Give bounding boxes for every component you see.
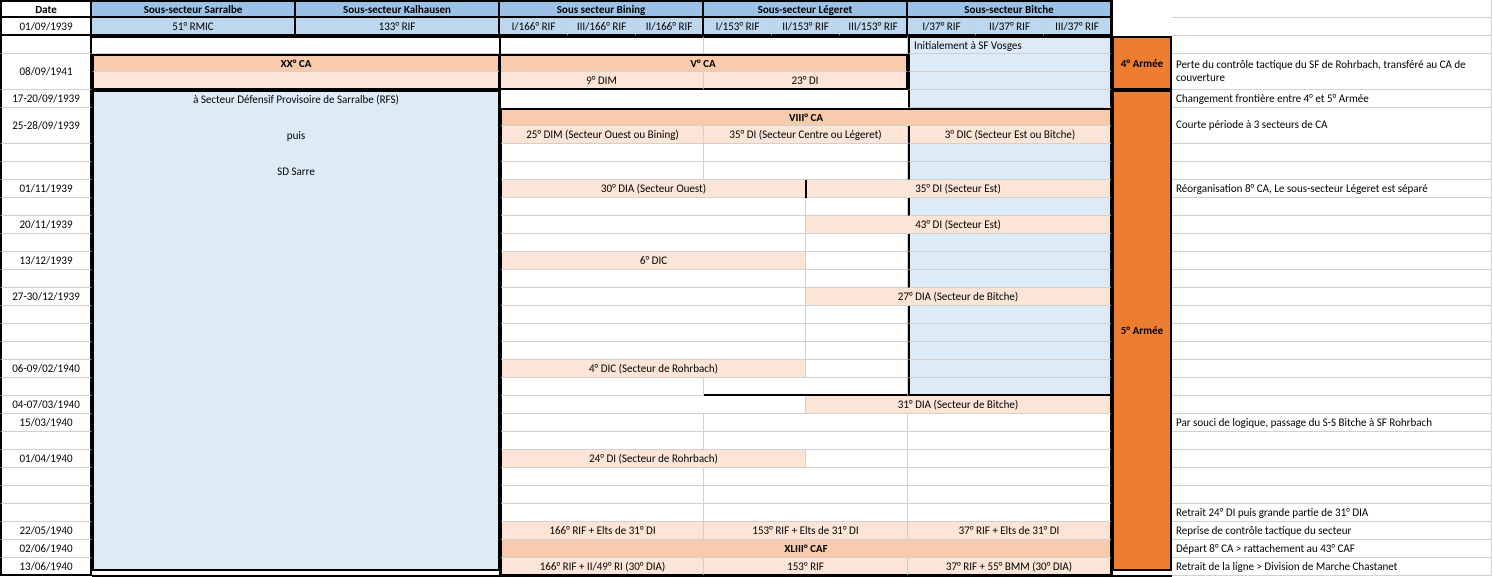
note-cell: Réorganisation 8° CA, Le sous-secteur Lé…: [1172, 180, 1492, 198]
cell-51rmic: 51° RMIC: [92, 18, 296, 36]
cell-166rif: 166° RIF + Elts de 31° DI: [500, 522, 704, 540]
cell-23di: 23° DI: [704, 72, 908, 90]
date-cell: 20/11/1939: [0, 216, 92, 234]
cell-166rif-b: 166° RIF + II/49° RI (30° DIA): [500, 558, 704, 576]
cell-35di-e: 35° DI (Secteur Est): [806, 180, 1112, 198]
bat-bin-2: II/166° RIF: [636, 18, 704, 36]
cell-xxca: XX° CA: [92, 54, 500, 72]
bat-bit-0: I/37° RIF: [908, 18, 976, 36]
cell-5armee: 5° Armée: [1112, 90, 1172, 571]
bat-bit-1: II/37° RIF: [976, 18, 1044, 36]
date-cell: 22/05/1940: [0, 522, 92, 540]
cell-4dic: 4° DIC (Secteur de Rohrbach): [500, 360, 806, 378]
cell-initvosges: Initialement à SF Vosges: [908, 36, 1112, 54]
date-cell: 17-20/09/1939: [0, 90, 92, 108]
bat-leg-0: I/153° RIF: [704, 18, 772, 36]
cell-xliiicaf: XLIII° CAF: [500, 540, 1112, 558]
cell-35di: 35° DI (Secteur Centre ou Légeret): [704, 126, 908, 144]
header-legeret: Sous-secteur Légeret: [704, 0, 908, 18]
cell-9dim: 9° DIM: [500, 72, 704, 90]
cell-25dim: 25° DIM (Secteur Ouest ou Bining): [500, 126, 704, 144]
rfs-line3: SD Sarre: [92, 162, 500, 180]
note-cell: Changement frontière entre 4° et 5° Armé…: [1172, 90, 1492, 108]
date-cell: 25-28/09/1939: [0, 108, 92, 144]
date-cell: 13/06/1940: [0, 558, 92, 576]
note-cell: Retrait de la ligne > Division de Marche…: [1172, 558, 1492, 576]
bat-leg-1: II/153° RIF: [772, 18, 840, 36]
cell-3dic: 3° DIC (Secteur Est ou Bitche): [908, 126, 1112, 144]
cell-6dic: 6° DIC: [500, 252, 806, 270]
bat-bin-1: III/166° RIF: [568, 18, 636, 36]
date-cell: 27-30/12/1939: [0, 288, 92, 306]
cell-153rif: 153° RIF + Elts de 31° DI: [704, 522, 908, 540]
header-bitche: Sous-secteur Bitche: [908, 0, 1112, 18]
date-cell: 01/11/1939: [0, 180, 92, 198]
note-cell: Perte du contrôle tactique du SF de Rohr…: [1172, 54, 1492, 90]
date-cell: 15/03/1940: [0, 414, 92, 432]
cell-viiica: VIII° CA: [500, 108, 1112, 126]
date-cell: 02/06/1940: [0, 540, 92, 558]
date-cell: 13/12/1939: [0, 252, 92, 270]
bat-bin-0: I/166° RIF: [500, 18, 568, 36]
header-kalhausen: Sous-secteur Kalhausen: [296, 0, 500, 18]
rfs-line2: puis: [92, 126, 500, 144]
note-cell: Retrait 24° DI puis grande partie de 31°…: [1172, 504, 1492, 522]
cell-4armee: 4° Armée: [1112, 36, 1172, 90]
note-cell: Départ 8° CA > rattachement au 43° CAF: [1172, 540, 1492, 558]
date-cell: 08/09/1941: [0, 54, 92, 90]
header-bining: Sous secteur Bining: [500, 0, 704, 18]
cell-27dia: 27° DIA (Secteur de Bitche): [806, 288, 1112, 306]
cell-153rif-b: 153° RIF: [704, 558, 908, 576]
cell-43di: 43° DI (Secteur Est): [806, 216, 1112, 234]
note-cell: Reprise de contrôle tactique du secteur: [1172, 522, 1492, 540]
cell-31dia: 31° DIA (Secteur de Bitche): [806, 396, 1112, 414]
bat-leg-2: III/153° RIF: [840, 18, 908, 36]
cell-30dia: 30° DIA (Secteur Ouest): [500, 180, 806, 198]
note-cell: Par souci de logique, passage du S-S Bit…: [1172, 414, 1492, 432]
rfs-line1: à Secteur Défensif Provisoire de Sarralb…: [92, 90, 500, 108]
date-cell: 01/04/1940: [0, 450, 92, 468]
cell-vca: V° CA: [500, 54, 908, 72]
cell-133rif: 133° RIF: [296, 18, 500, 36]
date-cell: 06-09/02/1940: [0, 360, 92, 378]
note-cell: Courte période à 3 secteurs de CA: [1172, 108, 1492, 144]
header-date: Date: [0, 0, 92, 18]
date-cell: 01/09/1939: [0, 18, 92, 36]
cell-37rif-b: 37° RIF + 55° BMM (30° DIA): [908, 558, 1112, 576]
cell-37rif: 37° RIF + Elts de 31° DI: [908, 522, 1112, 540]
cell-24di: 24° DI (Secteur de Rohrbach): [500, 450, 806, 468]
bat-bit-2: III/37° RIF: [1044, 18, 1112, 36]
date-cell: 04-07/03/1940: [0, 396, 92, 414]
header-sarralbe: Sous-secteur Sarralbe: [92, 0, 296, 18]
